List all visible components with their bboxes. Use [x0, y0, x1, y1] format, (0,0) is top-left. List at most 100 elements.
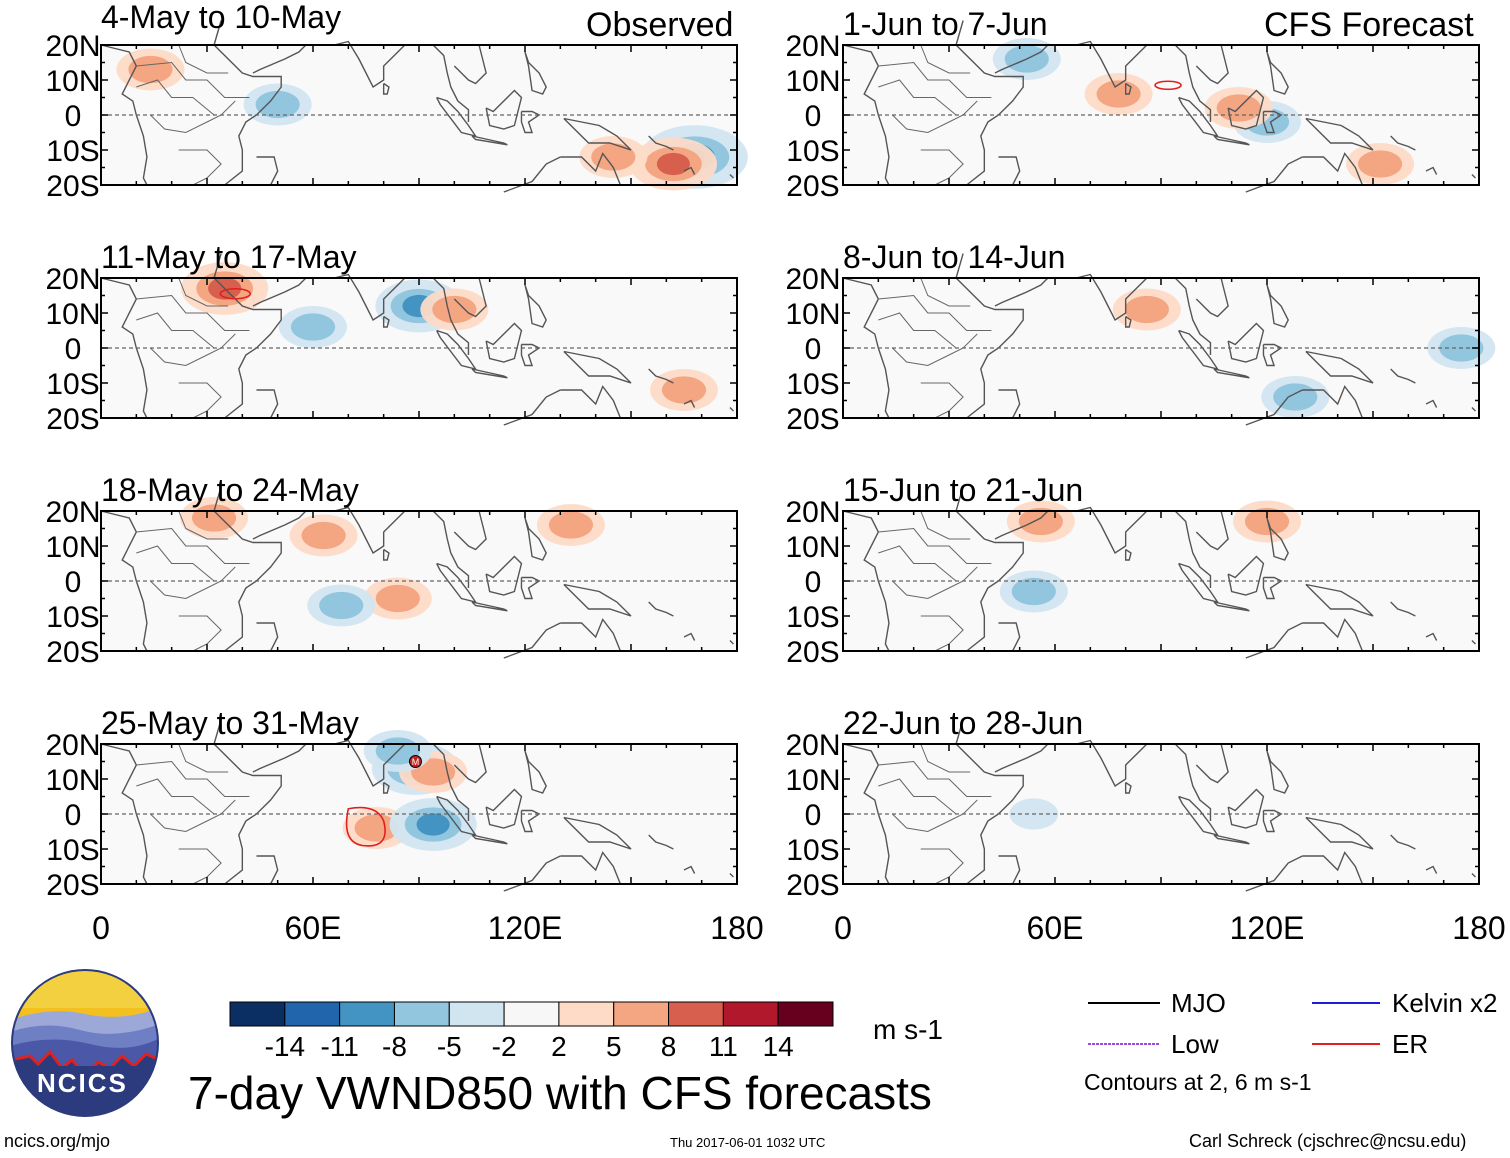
- coastline: [994, 277, 1049, 307]
- colorbar-label: -2: [492, 1031, 517, 1062]
- coastline: [1266, 750, 1289, 794]
- y-tick-label: 10S: [46, 834, 99, 867]
- y-tick-label: 10N: [785, 764, 840, 797]
- coastline: [1076, 273, 1148, 322]
- coastline: [432, 510, 470, 588]
- coastline: [1174, 743, 1212, 821]
- coastline: [100, 743, 148, 885]
- coastline: [955, 20, 964, 46]
- coastline: [256, 156, 279, 186]
- coastline: [520, 110, 541, 134]
- country-border: [150, 100, 236, 134]
- colorbar-label: 8: [661, 1031, 677, 1062]
- colorbar: -14 -11 -8 -5 -2 2 5 8 11 14: [229, 1001, 834, 1062]
- coastline: [1213, 834, 1250, 845]
- x-tick-label: 0: [834, 910, 852, 946]
- anomaly-core-3: [591, 143, 636, 171]
- panel-period-title: 4-May to 10-May: [101, 0, 341, 35]
- y-tick-label: 20S: [46, 636, 99, 669]
- coastline: [683, 632, 696, 641]
- country-border: [178, 382, 222, 419]
- coastline: [382, 315, 390, 328]
- y-tick-label: 0: [65, 799, 82, 832]
- coastline: [1390, 368, 1416, 384]
- coastline: [563, 350, 632, 384]
- coastline: [729, 640, 734, 645]
- country-border: [136, 545, 215, 582]
- coastline: [382, 781, 390, 794]
- coastline: [1305, 117, 1374, 151]
- coastline: [1425, 865, 1438, 874]
- colorbar-label: 11: [709, 1031, 738, 1062]
- coastline: [503, 389, 561, 426]
- coastline: [648, 601, 674, 617]
- coastline: [382, 548, 390, 561]
- anomaly-core-0: [1011, 577, 1056, 606]
- coastline: [1076, 506, 1148, 555]
- coastline: [432, 44, 470, 122]
- coastline: [432, 743, 470, 821]
- country-border: [892, 333, 978, 367]
- coastline: [1302, 618, 1364, 652]
- coastline: [1227, 555, 1265, 596]
- mjo-marker-label: M: [412, 757, 420, 767]
- coastline: [252, 277, 307, 307]
- country-border: [136, 760, 250, 797]
- y-tick-label: 0: [805, 333, 822, 366]
- forecast-label: CFS Forecast: [1264, 6, 1474, 44]
- coastline: [334, 40, 406, 89]
- y-tick-label: 20N: [45, 729, 100, 762]
- coastline: [213, 44, 282, 186]
- coastline: [994, 743, 1049, 773]
- coastline: [1076, 739, 1148, 788]
- logo-text: NCICS: [37, 1068, 128, 1098]
- coastline: [1305, 816, 1374, 850]
- coastline: [1076, 40, 1148, 89]
- coastline: [1174, 277, 1212, 355]
- x-tick-label: 60E: [1027, 910, 1084, 946]
- country-border: [920, 615, 964, 652]
- coastline: [436, 562, 478, 604]
- anomaly-core-0: [1357, 150, 1403, 178]
- coastline: [998, 156, 1021, 186]
- coastline: [1266, 517, 1289, 561]
- ncics-logo: [11, 969, 159, 1117]
- coastline: [1213, 368, 1250, 379]
- colorbar-swatch: [558, 1001, 615, 1027]
- coastline: [520, 343, 541, 367]
- country-border: [878, 760, 992, 797]
- panel-period-title: 22-Jun to 28-Jun: [843, 705, 1083, 741]
- coastline: [453, 510, 487, 551]
- y-tick-label: 0: [65, 566, 82, 599]
- coastline: [485, 322, 523, 363]
- coastline: [1425, 632, 1438, 641]
- coastline: [998, 389, 1021, 419]
- coastline: [1195, 510, 1229, 551]
- country-border: [878, 545, 957, 582]
- country-border: [136, 294, 250, 331]
- coastline: [1174, 510, 1212, 588]
- er-contour: [345, 806, 386, 847]
- anomaly-core-4: [1096, 80, 1141, 108]
- y-tick-label: 10N: [45, 65, 100, 98]
- colorbar-swatch: [229, 1001, 286, 1027]
- colorbar-label: 5: [606, 1031, 622, 1062]
- colorbar-label: -14: [265, 1031, 305, 1062]
- country-border: [136, 312, 215, 349]
- contour-note: Contours at 2, 6 m s-1: [1084, 1069, 1312, 1095]
- coastline: [563, 816, 632, 850]
- y-tick-label: 20S: [46, 170, 99, 203]
- y-tick-label: 10S: [786, 135, 839, 168]
- coastline: [1266, 51, 1289, 95]
- coastline: [955, 719, 964, 745]
- country-border: [136, 527, 250, 564]
- coastline: [1390, 601, 1416, 617]
- y-tick-label: 20S: [786, 403, 839, 436]
- coastline: [1305, 350, 1374, 384]
